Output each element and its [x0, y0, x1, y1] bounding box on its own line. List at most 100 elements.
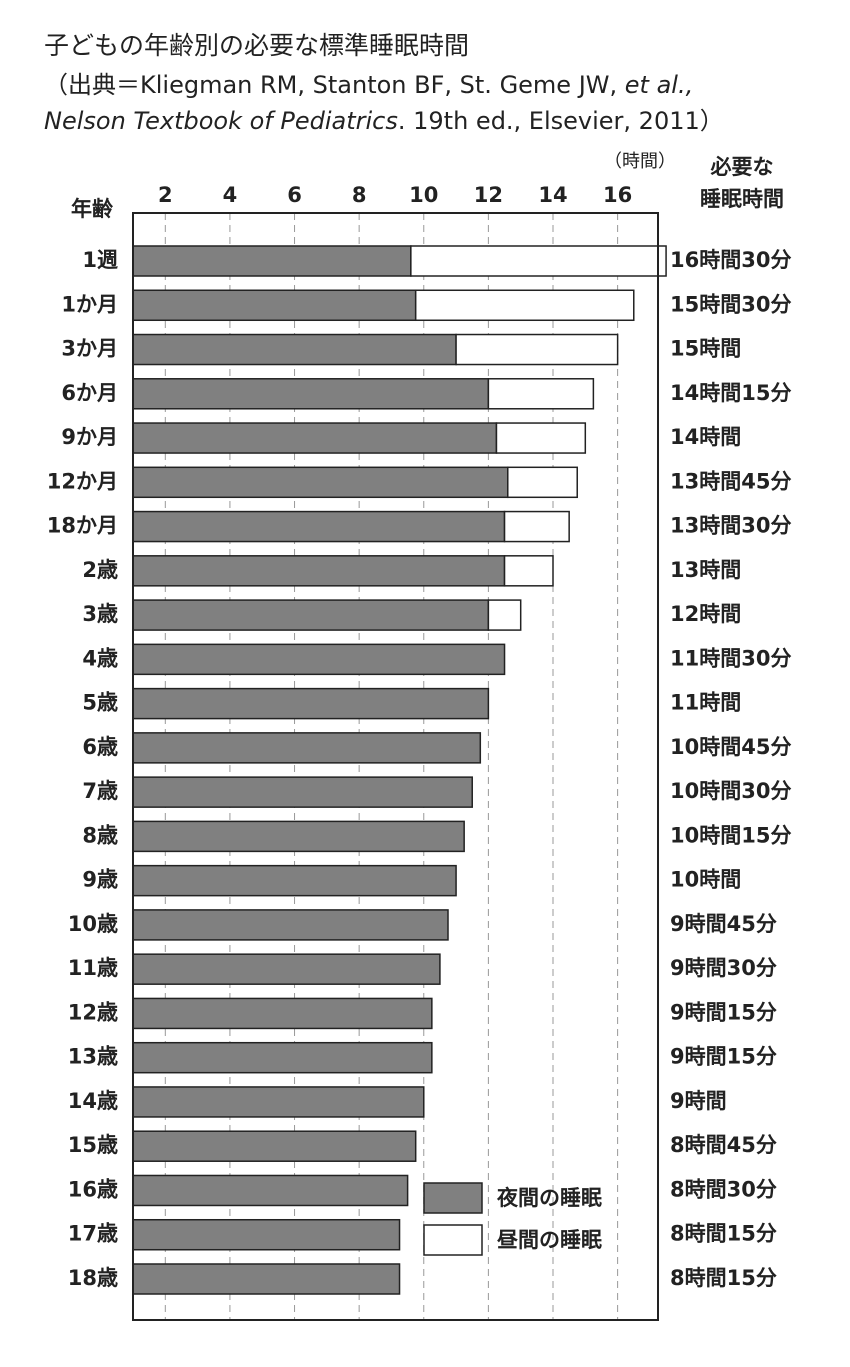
x-tick-label: 2 — [158, 183, 173, 207]
y-tick-label: 8歳 — [82, 823, 118, 847]
total-label: 8時間15分 — [670, 1266, 777, 1290]
bar-segment — [132, 864, 457, 897]
bar-segment — [132, 643, 506, 676]
legend-swatch — [423, 1224, 483, 1256]
total-label: 8時間30分 — [670, 1177, 777, 1201]
bar-segment — [132, 1130, 417, 1162]
y-tick-label: 5歳 — [82, 691, 118, 715]
total-label: 14時間 — [670, 425, 741, 449]
y-tick-label: 14歳 — [68, 1089, 118, 1113]
bar-segment — [132, 1263, 401, 1295]
subtitle-part: （出典＝Kliegman RM, Stanton BF, St. Geme JW… — [44, 71, 625, 99]
bar-segment — [132, 555, 506, 587]
bar-segment — [132, 422, 498, 454]
bar-segment — [455, 333, 619, 366]
total-label: 12時間 — [670, 602, 741, 626]
legend-label: 夜間の睡眠 — [496, 1186, 602, 1210]
y-tick-label: 16歳 — [68, 1177, 118, 1201]
total-label: 10時間30分 — [670, 779, 791, 803]
bar-segment — [132, 732, 482, 764]
bar-segment — [132, 378, 490, 410]
total-label: 9時間 — [670, 1089, 727, 1113]
y-tick-label: 3歳 — [82, 602, 118, 626]
y-tick-label: 13歳 — [68, 1045, 118, 1069]
total-label: 8時間45分 — [670, 1133, 777, 1157]
bar-segment — [132, 1174, 409, 1207]
x-tick-label: 6 — [287, 183, 302, 207]
legend-swatch — [423, 1182, 483, 1214]
y-tick-label: 17歳 — [68, 1222, 118, 1246]
y-tick-label: 6歳 — [82, 735, 118, 759]
total-label: 13時間45分 — [670, 469, 791, 493]
x-tick-label: 8 — [352, 183, 367, 207]
chart-subtitle: （出典＝Kliegman RM, Stanton BF, St. Geme JW… — [44, 71, 693, 99]
y-tick-label: 1週 — [82, 248, 118, 272]
chart-subtitle: Nelson Textbook of Pediatrics. 19th ed.,… — [44, 107, 724, 135]
total-label: 14時間15分 — [670, 381, 791, 405]
bar-segment — [132, 289, 417, 322]
x-tick-label: 10 — [409, 183, 438, 207]
total-label: 11時間 — [670, 691, 741, 715]
subtitle-part: . 19th ed., Elsevier, 2011） — [398, 107, 724, 135]
chart-title: 子どもの年齢別の必要な標準睡眠時間 — [44, 31, 469, 60]
total-label: 13時間30分 — [670, 514, 791, 538]
bar-segment — [132, 1086, 425, 1118]
x-tick-label: 16 — [603, 183, 632, 207]
bar-segment — [487, 378, 595, 410]
x-tick-label: 12 — [474, 183, 503, 207]
y-tick-label: 7歳 — [82, 779, 118, 803]
bar-segment — [132, 687, 490, 720]
y-tick-label: 2歳 — [82, 558, 118, 582]
bar-segment — [132, 997, 433, 1030]
y-tick-label: 12か月 — [47, 469, 118, 493]
total-label: 8時間15分 — [670, 1222, 777, 1246]
bar-segment — [132, 333, 457, 366]
x-tick-label: 4 — [223, 183, 238, 207]
bar-segment — [132, 776, 473, 808]
y-tick-label: 6か月 — [61, 381, 118, 405]
bar-segment — [132, 1041, 433, 1074]
plot-frame — [132, 212, 659, 1321]
bar-segment — [132, 1218, 401, 1251]
legend-label: 昼間の睡眠 — [497, 1228, 602, 1252]
bar-segment — [495, 422, 587, 454]
subtitle-part: et al., — [625, 71, 693, 99]
bar-segment — [132, 466, 509, 499]
bar-segment — [503, 510, 570, 543]
total-label: 10時間45分 — [670, 735, 791, 759]
bar-segment — [507, 466, 578, 499]
x-axis-unit: （時間） — [604, 151, 676, 172]
total-label: 9時間15分 — [670, 1045, 777, 1069]
bar-segment — [487, 599, 522, 631]
total-label: 9時間45分 — [670, 912, 777, 936]
subtitle-part: Nelson Textbook of Pediatrics — [44, 107, 398, 135]
y-tick-label: 15歳 — [68, 1133, 118, 1157]
total-label: 16時間30分 — [670, 248, 791, 272]
y-tick-label: 18歳 — [68, 1266, 118, 1290]
y-tick-label: 11歳 — [68, 956, 118, 980]
bar-segment — [132, 953, 441, 985]
total-label: 9時間15分 — [670, 1000, 777, 1024]
total-label: 10時間 — [670, 868, 741, 892]
total-label: 15時間 — [670, 337, 741, 361]
total-label: 9時間30分 — [670, 956, 777, 980]
y-tick-label: 1か月 — [61, 292, 118, 316]
total-label: 15時間30分 — [670, 292, 791, 316]
bar-segment — [132, 909, 449, 941]
total-label: 11時間30分 — [670, 646, 791, 670]
total-label: 13時間 — [670, 558, 741, 582]
y-tick-label: 18か月 — [47, 514, 118, 538]
total-header: 必要な — [711, 155, 774, 179]
bar-segment — [132, 510, 506, 543]
bar-segment — [503, 555, 554, 587]
total-label: 10時間15分 — [670, 823, 791, 847]
total-header: 睡眠時間 — [700, 187, 784, 211]
x-tick-label: 14 — [538, 183, 567, 207]
bar-segment — [132, 245, 412, 277]
bar-segment — [132, 820, 465, 853]
bar-segment — [410, 245, 667, 277]
bar-segment — [132, 599, 490, 631]
y-tick-label: 12歳 — [68, 1000, 118, 1024]
y-tick-label: 4歳 — [82, 646, 118, 670]
